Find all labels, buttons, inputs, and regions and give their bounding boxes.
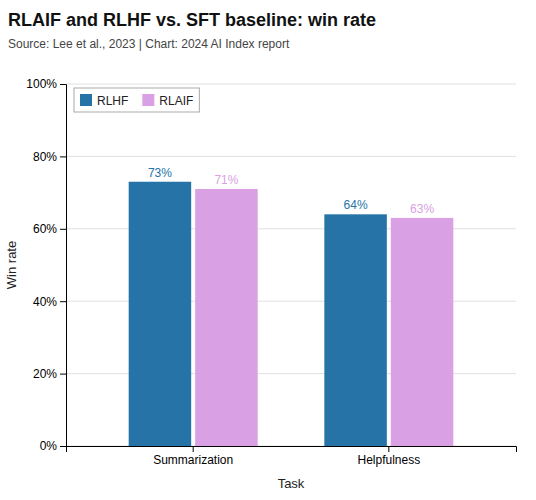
y-tick-label: 40% bbox=[33, 295, 57, 309]
data-label: 71% bbox=[214, 173, 238, 187]
y-tick-mark bbox=[60, 374, 66, 375]
y-axis-title: Win rate bbox=[4, 241, 19, 289]
y-tick-label: 20% bbox=[33, 367, 57, 381]
bar bbox=[195, 189, 257, 446]
data-label: 73% bbox=[148, 166, 172, 180]
y-tick-label: 80% bbox=[33, 150, 57, 164]
legend-swatch bbox=[142, 94, 154, 106]
y-tick: 100% bbox=[26, 77, 66, 91]
x-axis: Summarization Helpfulness bbox=[67, 446, 517, 467]
grid bbox=[66, 84, 516, 446]
x-tick-label: Summarization bbox=[153, 453, 233, 467]
y-tick: 20% bbox=[33, 367, 66, 381]
y-tick-label: 0% bbox=[40, 439, 58, 453]
y-axis: 0% 20% 40% 60% 80% 100% bbox=[26, 77, 66, 453]
x-tick-label: Helpfulness bbox=[357, 453, 420, 467]
y-tick: 60% bbox=[33, 222, 66, 236]
x-tick: Helpfulness bbox=[357, 446, 420, 467]
grid-line bbox=[66, 84, 516, 85]
bars bbox=[129, 182, 454, 446]
bar bbox=[129, 182, 191, 446]
title: RLAIF and RLHF vs. SFT baseline: win rat… bbox=[8, 10, 376, 30]
legend-frame bbox=[74, 88, 199, 112]
x-tick-mark bbox=[388, 446, 389, 452]
legend-label: RLHF bbox=[97, 94, 128, 108]
y-tick: 80% bbox=[33, 150, 66, 164]
x-axis-title: Task bbox=[278, 476, 305, 491]
x-tick: Summarization bbox=[153, 446, 233, 467]
data-label: 63% bbox=[410, 202, 434, 216]
y-tick-mark bbox=[60, 156, 66, 157]
x-tick-mark bbox=[193, 446, 194, 452]
legend-item: RLHF bbox=[80, 94, 128, 108]
legend-label: RLAIF bbox=[159, 94, 193, 108]
y-tick: 0% bbox=[40, 439, 66, 453]
y-tick: 40% bbox=[33, 295, 66, 309]
y-tick-label: 100% bbox=[26, 77, 57, 91]
y-axis-line bbox=[60, 85, 67, 447]
data-label: 64% bbox=[344, 198, 368, 212]
y-tick-mark bbox=[60, 301, 66, 302]
grid-line bbox=[66, 156, 516, 157]
bar bbox=[324, 214, 386, 446]
bar bbox=[391, 218, 453, 446]
legend-item: RLAIF bbox=[142, 94, 193, 108]
legend-swatch bbox=[80, 94, 92, 106]
y-tick-label: 60% bbox=[33, 222, 57, 236]
data-labels: 73% 64% 71% 63% bbox=[148, 166, 434, 216]
y-tick-mark bbox=[60, 229, 66, 230]
plot: 0% 20% 40% 60% 80% 100% Summarization Helpfulne… bbox=[26, 77, 516, 466]
y-tick-mark bbox=[60, 446, 66, 447]
subtitle: Source: Lee et al., 2023 | Chart: 2024 A… bbox=[8, 37, 290, 51]
chart: RLAIF and RLHF vs. SFT baseline: win rat… bbox=[0, 0, 536, 500]
x-axis-line bbox=[67, 447, 517, 453]
y-tick-mark bbox=[60, 84, 66, 85]
legend: RLHF RLAIF bbox=[74, 88, 199, 112]
